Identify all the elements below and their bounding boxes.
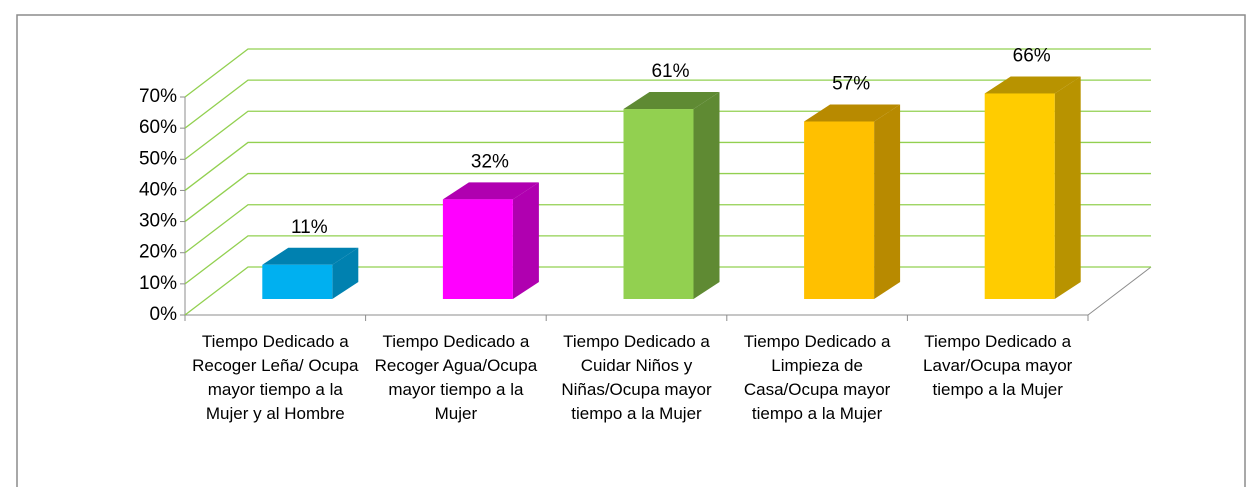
data-label: 11%: [291, 217, 328, 238]
bar-side: [693, 92, 720, 300]
bar-top: [262, 247, 359, 265]
bar: [442, 199, 513, 299]
y-tick-label: 10%: [139, 273, 177, 294]
bar: [804, 121, 875, 299]
bar-top: [623, 92, 720, 110]
y-tick-label: 20%: [139, 242, 177, 263]
chart-frame: [16, 14, 1246, 487]
x-tick-label: Tiempo Dedicado a Recoger Leña/ Ocupa ma…: [192, 332, 359, 423]
bar-side: [332, 247, 359, 299]
x-tick-label: Tiempo Dedicado a Limpieza de Casa/Ocupa…: [743, 332, 891, 423]
bar-top: [984, 76, 1081, 94]
y-tick-label: 40%: [139, 179, 177, 200]
bar-side: [512, 182, 539, 299]
bar-top: [804, 104, 901, 122]
y-tick-label: 50%: [139, 148, 177, 169]
bar: [984, 93, 1055, 299]
grid-line: [184, 48, 1151, 98]
floor-right: [1087, 266, 1152, 316]
bar: [262, 264, 333, 299]
data-label: 61%: [651, 61, 689, 82]
bar-side: [874, 104, 901, 299]
x-tick-label: Tiempo Dedicado a Recoger Agua/Ocupa may…: [374, 332, 538, 423]
y-tick-label: 0%: [150, 304, 178, 325]
data-label: 32%: [471, 151, 509, 172]
grid-line: [184, 79, 1151, 129]
bar-top: [442, 182, 539, 200]
data-label: 66%: [1013, 45, 1051, 66]
x-tick-label: Tiempo Dedicado a Cuidar Niños y Niñas/O…: [561, 332, 712, 423]
y-tick-label: 60%: [139, 117, 177, 138]
y-tick-label: 70%: [139, 86, 177, 107]
y-tick-label: 30%: [139, 211, 177, 232]
data-label: 57%: [832, 74, 870, 95]
bar: [623, 109, 694, 300]
x-tick-label: Tiempo Dedicado a Lavar/Ocupa mayor tiem…: [923, 332, 1073, 399]
bar-side: [1054, 76, 1081, 299]
